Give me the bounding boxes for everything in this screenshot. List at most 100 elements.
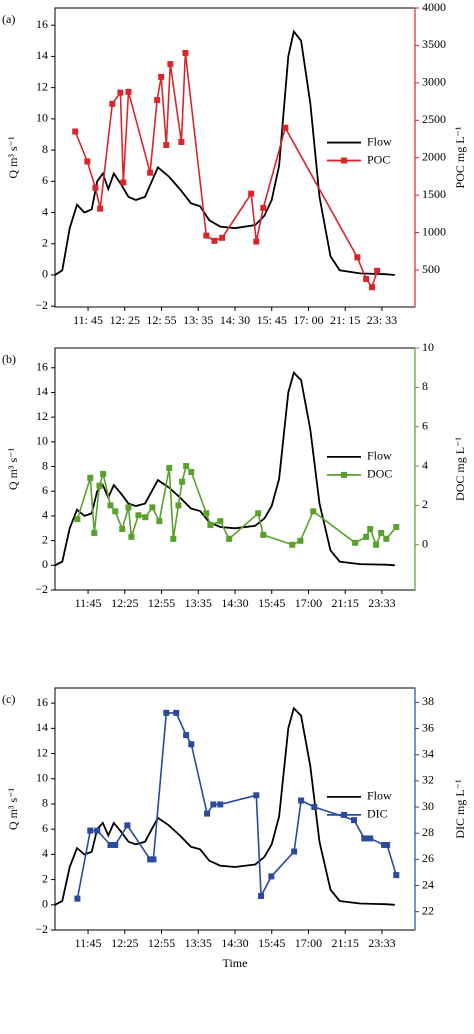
marker — [226, 535, 233, 542]
y-axis-label: Q m³ s⁻¹ — [6, 788, 20, 831]
y2-tick-label: 2500 — [422, 112, 446, 126]
marker — [373, 541, 380, 548]
marker — [183, 463, 190, 470]
y2-tick-label: 28 — [422, 825, 434, 839]
y-tick-label: 2 — [42, 236, 48, 250]
marker — [166, 465, 173, 472]
y-tick-label: 12 — [36, 79, 48, 93]
marker — [258, 892, 265, 899]
y2-tick-label: 500 — [422, 262, 440, 276]
x-tick-label: 17:00 — [295, 596, 322, 610]
y-tick-label: 0 — [42, 557, 48, 571]
x-tick-label: 13: 35 — [183, 313, 213, 327]
x-tick-label: 15:45 — [258, 596, 285, 610]
x-tick-label: 23: 33 — [367, 313, 397, 327]
marker — [147, 169, 154, 176]
marker — [117, 89, 124, 96]
marker — [107, 502, 114, 509]
legend-label: Flow — [367, 449, 392, 463]
legend-label: Flow — [367, 789, 392, 803]
marker — [369, 284, 376, 291]
y-tick-label: 10 — [36, 434, 48, 448]
plot-frame — [54, 687, 416, 931]
y-tick-label: 0 — [42, 267, 48, 281]
marker — [203, 232, 210, 239]
marker — [253, 238, 260, 245]
y-tick-label: 8 — [42, 142, 48, 156]
marker — [183, 732, 190, 739]
series-line — [54, 706, 395, 906]
marker — [147, 856, 154, 863]
panel-label: (a) — [2, 12, 15, 26]
legend-label: DOC — [367, 467, 392, 481]
marker — [351, 817, 358, 824]
y2-tick-label: 2 — [422, 497, 428, 511]
marker — [120, 179, 127, 186]
x-tick-label: 21:15 — [332, 596, 359, 610]
marker — [167, 61, 174, 68]
x-tick-label: 12: 55 — [146, 313, 176, 327]
y-tick-label: 8 — [42, 458, 48, 472]
x-tick-label: 15:45 — [258, 936, 285, 950]
x-tick-label: 23:33 — [368, 596, 395, 610]
series-line — [76, 712, 398, 899]
marker — [109, 100, 116, 107]
y-tick-label: 14 — [36, 384, 48, 398]
marker — [150, 856, 157, 863]
legend-label: DIC — [367, 807, 388, 821]
y2-tick-label: 1000 — [422, 224, 446, 238]
marker — [154, 97, 161, 104]
marker — [170, 535, 177, 542]
marker — [87, 827, 94, 834]
y2-tick-label: 8 — [422, 379, 428, 393]
y-tick-label: −2 — [35, 582, 48, 596]
legend-label: Flow — [367, 134, 392, 148]
marker — [310, 508, 317, 515]
marker — [393, 524, 400, 531]
y-tick-label: 4 — [42, 846, 48, 860]
marker — [156, 518, 163, 525]
marker — [363, 533, 370, 540]
y-tick-label: 4 — [42, 508, 48, 522]
x-axis-label: Time — [223, 956, 248, 970]
marker — [182, 49, 189, 56]
marker — [384, 841, 391, 848]
legend-label: POC — [367, 152, 390, 166]
series-line — [54, 370, 395, 567]
marker — [352, 539, 359, 546]
marker — [91, 529, 98, 536]
y2-tick-label: 24 — [422, 877, 434, 891]
y-tick-label: 0 — [42, 897, 48, 911]
y2-tick-label: 3000 — [422, 75, 446, 89]
marker — [255, 510, 262, 517]
x-tick-label: 12:25 — [111, 596, 138, 610]
marker — [248, 190, 255, 197]
marker — [211, 237, 218, 244]
y-axis-label: Q m³ s⁻¹ — [6, 136, 20, 179]
y2-tick-label: 4000 — [422, 0, 446, 14]
x-tick-label: 11: 45 — [73, 313, 103, 327]
y2-axis-label: DIC mg L⁻¹ — [453, 779, 467, 839]
x-tick-label: 13:35 — [185, 936, 212, 950]
y-tick-label: 14 — [36, 48, 48, 62]
marker — [374, 267, 381, 274]
y-tick-label: 6 — [42, 173, 48, 187]
marker — [158, 73, 165, 80]
y-tick-label: 10 — [36, 771, 48, 785]
marker — [367, 526, 374, 533]
marker — [268, 873, 275, 880]
y2-tick-label: 30 — [422, 799, 434, 813]
y-tick-label: 14 — [36, 720, 48, 734]
x-tick-label: 14: 30 — [220, 313, 250, 327]
marker — [383, 535, 390, 542]
y-tick-label: 10 — [36, 111, 48, 125]
marker — [125, 88, 132, 95]
y-tick-label: 2 — [42, 532, 48, 546]
marker — [207, 522, 214, 529]
marker — [92, 184, 99, 191]
x-tick-label: 12:55 — [148, 596, 175, 610]
legend-marker — [341, 471, 347, 478]
x-tick-label: 21: 15 — [330, 313, 360, 327]
x-tick-label: 14:30 — [221, 596, 248, 610]
